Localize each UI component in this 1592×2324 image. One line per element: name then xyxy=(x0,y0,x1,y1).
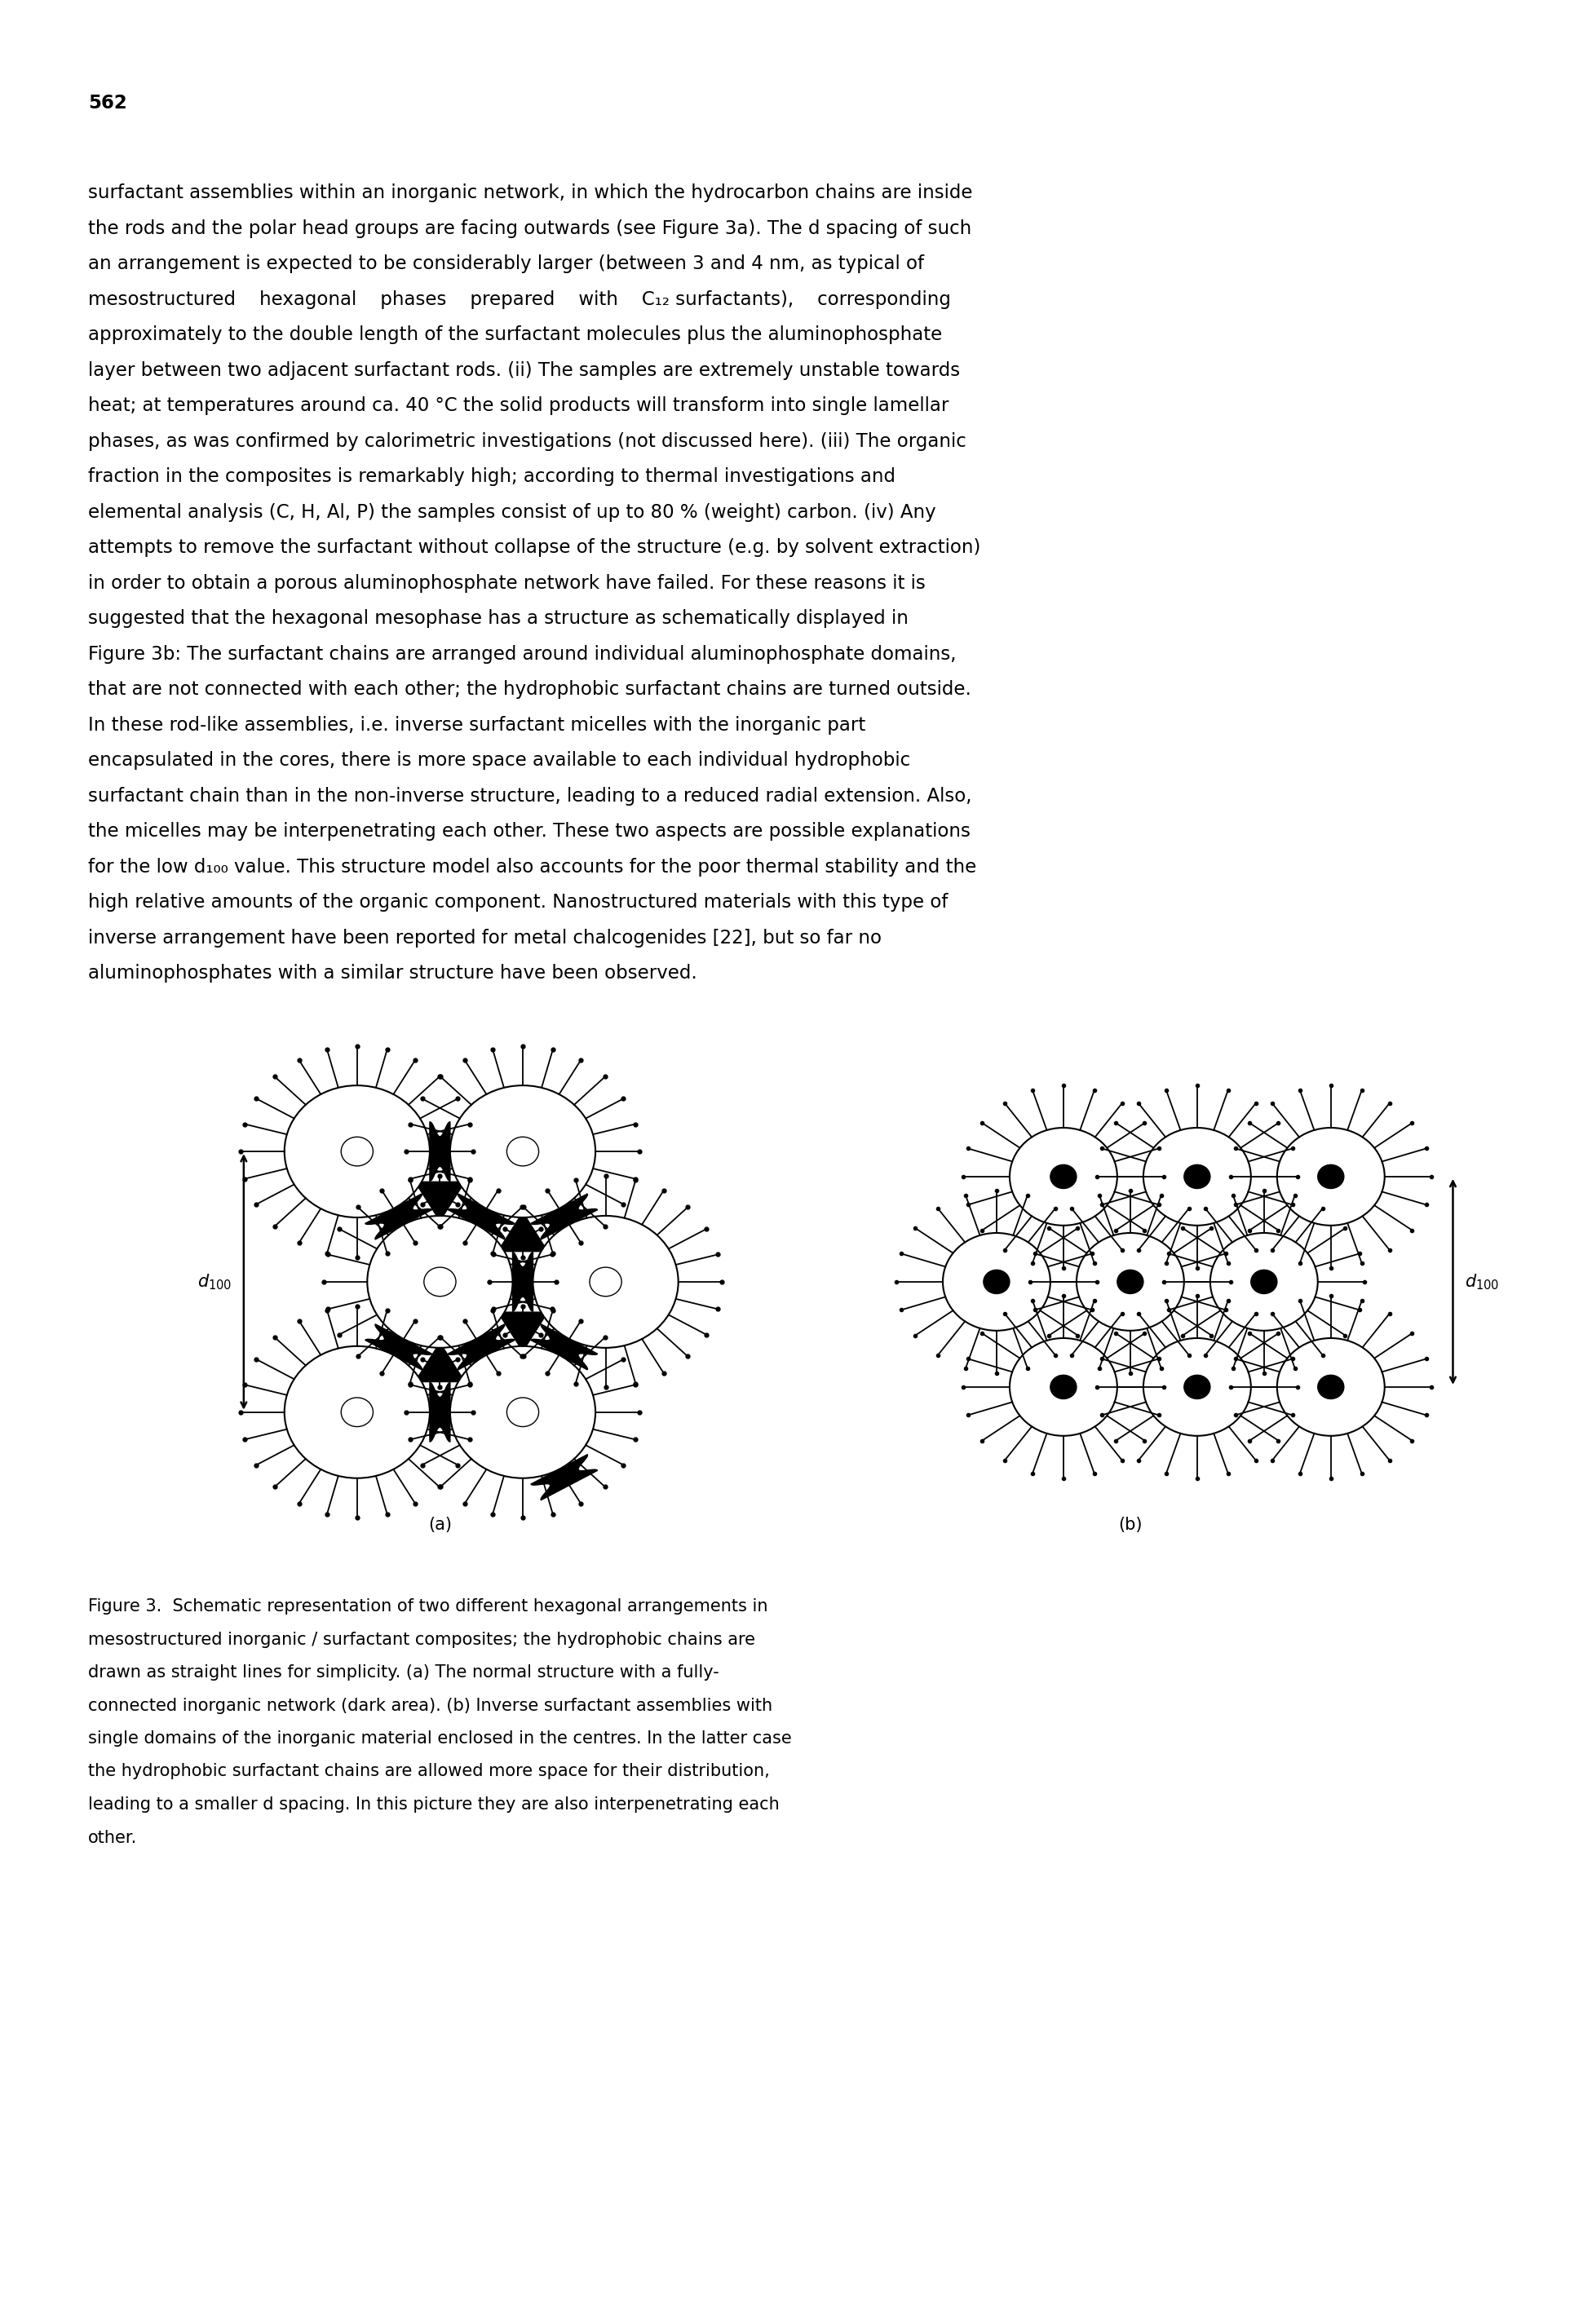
Circle shape xyxy=(1009,1339,1118,1436)
Text: (b): (b) xyxy=(1118,1515,1143,1532)
Text: suggested that the hexagonal mesophase has a structure as schematically displaye: suggested that the hexagonal mesophase h… xyxy=(88,609,909,627)
Polygon shape xyxy=(416,1183,465,1220)
Text: Figure 3.  Schematic representation of two different hexagonal arrangements in: Figure 3. Schematic representation of tw… xyxy=(88,1599,767,1615)
Circle shape xyxy=(1143,1127,1251,1225)
Circle shape xyxy=(1051,1164,1076,1188)
Circle shape xyxy=(1210,1234,1318,1332)
Text: approximately to the double length of the surfactant molecules plus the aluminop: approximately to the double length of th… xyxy=(88,325,942,344)
Text: phases, as was confirmed by calorimetric investigations (not discussed here). (i: phases, as was confirmed by calorimetric… xyxy=(88,432,966,451)
Circle shape xyxy=(942,1234,1051,1332)
Text: Figure 3b: The surfactant chains are arranged around individual aluminophosphate: Figure 3b: The surfactant chains are arr… xyxy=(88,644,957,662)
Text: the micelles may be interpenetrating each other. These two aspects are possible : the micelles may be interpenetrating eac… xyxy=(88,823,971,841)
Polygon shape xyxy=(430,1122,451,1181)
Text: high relative amounts of the organic component. Nanostructured materials with th: high relative amounts of the organic com… xyxy=(88,892,947,911)
Text: leading to a smaller d spacing. In this picture they are also interpenetrating e: leading to a smaller d spacing. In this … xyxy=(88,1796,780,1813)
Text: (a): (a) xyxy=(428,1515,452,1532)
Circle shape xyxy=(984,1269,1009,1294)
Circle shape xyxy=(341,1397,373,1427)
Text: encapsulated in the cores, there is more space available to each individual hydr: encapsulated in the cores, there is more… xyxy=(88,751,911,769)
Circle shape xyxy=(506,1136,538,1167)
Text: the rods and the polar head groups are facing outwards (see Figure 3a). The d sp: the rods and the polar head groups are f… xyxy=(88,218,971,237)
Text: surfactant assemblies within an inorganic network, in which the hydrocarbon chai: surfactant assemblies within an inorgani… xyxy=(88,184,973,202)
Text: single domains of the inorganic material enclosed in the centres. In the latter : single domains of the inorganic material… xyxy=(88,1731,791,1748)
Circle shape xyxy=(285,1346,430,1478)
Text: mesostructured    hexagonal    phases    prepared    with    C₁₂ surfactants),  : mesostructured hexagonal phases prepared… xyxy=(88,290,950,309)
Circle shape xyxy=(1318,1376,1344,1399)
Circle shape xyxy=(1009,1127,1118,1225)
Polygon shape xyxy=(365,1195,431,1239)
Circle shape xyxy=(285,1085,430,1218)
Text: that are not connected with each other; the hydrophobic surfactant chains are tu: that are not connected with each other; … xyxy=(88,681,971,700)
Text: layer between two adjacent surfactant rods. (ii) The samples are extremely unsta: layer between two adjacent surfactant ro… xyxy=(88,360,960,379)
Text: other.: other. xyxy=(88,1829,137,1845)
Polygon shape xyxy=(530,1455,597,1501)
Text: attempts to remove the surfactant without collapse of the structure (e.g. by sol: attempts to remove the surfactant withou… xyxy=(88,539,981,558)
Circle shape xyxy=(1277,1339,1385,1436)
Polygon shape xyxy=(530,1325,597,1369)
Text: elemental analysis (C, H, Al, P) the samples consist of up to 80 % (weight) carb: elemental analysis (C, H, Al, P) the sam… xyxy=(88,502,936,521)
Text: In these rod-like assemblies, i.e. inverse surfactant micelles with the inorgani: In these rod-like assemblies, i.e. inver… xyxy=(88,716,866,734)
Circle shape xyxy=(368,1215,513,1348)
Circle shape xyxy=(1051,1376,1076,1399)
Text: inverse arrangement have been reported for metal chalcogenides [22], but so far : inverse arrangement have been reported f… xyxy=(88,927,882,948)
Text: for the low d₁₀₀ value. This structure model also accounts for the poor thermal : for the low d₁₀₀ value. This structure m… xyxy=(88,858,976,876)
Text: the hydrophobic surfactant chains are allowed more space for their distribution,: the hydrophobic surfactant chains are al… xyxy=(88,1764,769,1780)
Polygon shape xyxy=(498,1213,548,1250)
Text: connected inorganic network (dark area). (b) Inverse surfactant assemblies with: connected inorganic network (dark area).… xyxy=(88,1697,772,1713)
Text: $d_{100}$: $d_{100}$ xyxy=(197,1271,232,1292)
Circle shape xyxy=(341,1136,373,1167)
Polygon shape xyxy=(416,1343,465,1383)
Text: heat; at temperatures around ca. 40 °C the solid products will transform into si: heat; at temperatures around ca. 40 °C t… xyxy=(88,397,949,416)
Text: an arrangement is expected to be considerably larger (between 3 and 4 nm, as typ: an arrangement is expected to be conside… xyxy=(88,253,923,274)
Text: aluminophosphates with a similar structure have been observed.: aluminophosphates with a similar structu… xyxy=(88,964,697,983)
Text: mesostructured inorganic / surfactant composites; the hydrophobic chains are: mesostructured inorganic / surfactant co… xyxy=(88,1631,755,1648)
Polygon shape xyxy=(498,1313,548,1350)
Text: $d_{100}$: $d_{100}$ xyxy=(1465,1271,1500,1292)
Circle shape xyxy=(1118,1269,1143,1294)
Circle shape xyxy=(1184,1164,1210,1188)
Text: 562: 562 xyxy=(88,93,127,112)
Text: surfactant chain than in the non-inverse structure, leading to a reduced radial : surfactant chain than in the non-inverse… xyxy=(88,786,971,804)
Polygon shape xyxy=(365,1325,431,1369)
Polygon shape xyxy=(430,1383,451,1441)
Circle shape xyxy=(451,1085,595,1218)
Circle shape xyxy=(1277,1127,1385,1225)
Circle shape xyxy=(506,1397,538,1427)
Polygon shape xyxy=(447,1325,514,1369)
Text: drawn as straight lines for simplicity. (a) The normal structure with a fully-: drawn as straight lines for simplicity. … xyxy=(88,1664,720,1680)
Circle shape xyxy=(451,1346,595,1478)
Polygon shape xyxy=(447,1195,514,1239)
Circle shape xyxy=(1318,1164,1344,1188)
Text: in order to obtain a porous aluminophosphate network have failed. For these reas: in order to obtain a porous aluminophosp… xyxy=(88,574,925,593)
Circle shape xyxy=(423,1267,455,1297)
Circle shape xyxy=(1076,1234,1184,1332)
Text: fraction in the composites is remarkably high; according to thermal investigatio: fraction in the composites is remarkably… xyxy=(88,467,895,486)
Circle shape xyxy=(1251,1269,1277,1294)
Circle shape xyxy=(533,1215,678,1348)
Circle shape xyxy=(589,1267,621,1297)
Polygon shape xyxy=(513,1253,533,1311)
Circle shape xyxy=(1143,1339,1251,1436)
Circle shape xyxy=(1184,1376,1210,1399)
Polygon shape xyxy=(530,1195,597,1239)
